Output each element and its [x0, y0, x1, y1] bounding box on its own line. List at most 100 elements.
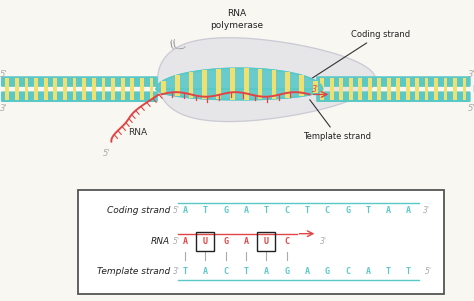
Text: T: T: [304, 206, 310, 215]
Text: 5': 5': [173, 206, 180, 215]
Bar: [349, 78, 353, 100]
Text: T: T: [203, 206, 208, 215]
Text: G: G: [345, 206, 350, 215]
Text: 5': 5': [103, 149, 110, 158]
Bar: [5, 78, 9, 100]
Text: Coding strand: Coding strand: [310, 29, 410, 79]
Bar: [101, 78, 105, 100]
Bar: [258, 69, 263, 99]
Bar: [111, 78, 115, 100]
Text: A: A: [264, 267, 269, 276]
Bar: [257, 232, 275, 251]
Text: C: C: [325, 206, 330, 215]
Bar: [387, 78, 391, 100]
Bar: [463, 78, 466, 100]
FancyBboxPatch shape: [78, 190, 444, 293]
Text: G: G: [325, 267, 330, 276]
Bar: [25, 78, 28, 100]
Bar: [92, 78, 96, 100]
Polygon shape: [156, 68, 322, 100]
Text: C: C: [223, 267, 228, 276]
Bar: [161, 81, 166, 93]
Text: Coding strand: Coding strand: [107, 206, 170, 215]
Text: A: A: [365, 267, 370, 276]
Bar: [244, 68, 249, 100]
Text: 3': 3': [173, 267, 180, 276]
Text: T: T: [406, 267, 411, 276]
Text: ((‿: ((‿: [168, 37, 185, 50]
Bar: [313, 81, 318, 93]
Bar: [425, 78, 428, 100]
Text: RNA: RNA: [128, 128, 147, 137]
Bar: [330, 78, 334, 100]
Text: A: A: [244, 237, 248, 246]
Bar: [299, 75, 304, 96]
Text: 3': 3': [423, 206, 430, 215]
Bar: [63, 78, 67, 100]
Bar: [73, 78, 76, 100]
FancyBboxPatch shape: [316, 76, 471, 87]
Bar: [285, 72, 290, 98]
FancyBboxPatch shape: [316, 92, 471, 102]
Text: C: C: [284, 206, 289, 215]
Text: C: C: [345, 267, 350, 276]
Text: 3': 3': [320, 237, 327, 246]
Text: 3': 3': [312, 85, 319, 94]
Text: Template strand: Template strand: [97, 267, 170, 276]
Text: T: T: [386, 267, 391, 276]
Text: A: A: [304, 267, 310, 276]
Text: G: G: [284, 267, 289, 276]
Bar: [368, 78, 372, 100]
Text: U: U: [203, 237, 208, 246]
Text: RNA
polymerase: RNA polymerase: [210, 9, 264, 29]
Text: A: A: [386, 206, 391, 215]
Bar: [196, 232, 214, 251]
Bar: [189, 72, 193, 98]
Bar: [54, 78, 57, 100]
Text: T: T: [182, 267, 187, 276]
Bar: [377, 78, 381, 100]
Text: A: A: [182, 237, 187, 246]
Text: A: A: [182, 206, 187, 215]
Text: G: G: [223, 237, 228, 246]
Bar: [15, 78, 18, 100]
Text: 3': 3': [0, 104, 8, 113]
Text: 5': 5': [425, 267, 432, 276]
Text: T: T: [365, 206, 370, 215]
Text: A: A: [244, 206, 248, 215]
Bar: [396, 78, 400, 100]
Text: T: T: [244, 267, 248, 276]
Bar: [44, 78, 47, 100]
Bar: [230, 68, 235, 100]
Text: RNA: RNA: [151, 237, 170, 246]
Bar: [415, 78, 419, 100]
Bar: [444, 78, 447, 100]
Text: A: A: [203, 267, 208, 276]
Text: 3': 3': [468, 70, 474, 79]
FancyBboxPatch shape: [1, 92, 158, 102]
Bar: [140, 78, 144, 100]
Text: A: A: [406, 206, 411, 215]
Text: Template strand: Template strand: [303, 100, 371, 141]
Bar: [453, 78, 457, 100]
Bar: [34, 78, 38, 100]
Bar: [320, 78, 324, 100]
Bar: [406, 78, 410, 100]
Text: G: G: [223, 206, 228, 215]
Bar: [175, 75, 180, 96]
Bar: [216, 69, 221, 99]
Polygon shape: [158, 38, 375, 122]
Text: 5': 5': [0, 70, 8, 79]
Bar: [130, 78, 134, 100]
FancyBboxPatch shape: [1, 76, 158, 87]
Text: C: C: [284, 237, 289, 246]
Text: T: T: [264, 206, 269, 215]
Bar: [272, 70, 276, 99]
Bar: [358, 78, 362, 100]
Text: 5': 5': [173, 237, 180, 246]
Text: U: U: [264, 237, 269, 246]
Text: DNA: DNA: [473, 85, 474, 94]
Text: 5': 5': [468, 104, 474, 113]
Bar: [434, 78, 438, 100]
Bar: [150, 78, 154, 100]
